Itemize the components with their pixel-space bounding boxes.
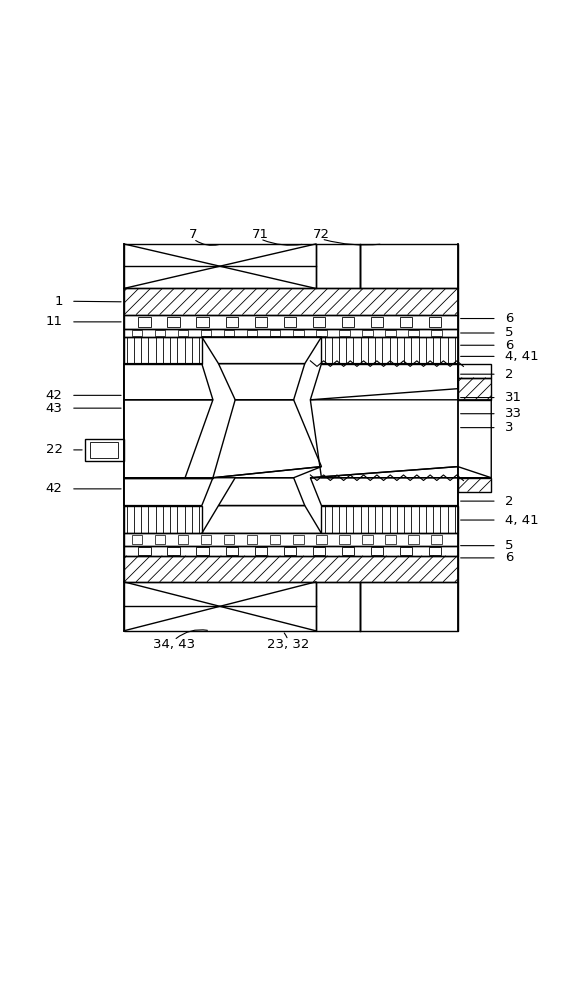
Bar: [371, 547, 383, 555]
Text: 6: 6: [505, 339, 514, 352]
Bar: [321, 506, 458, 533]
Bar: [124, 329, 458, 337]
Bar: [247, 535, 258, 544]
Bar: [385, 330, 396, 336]
Bar: [255, 317, 267, 327]
Bar: [197, 317, 209, 327]
Bar: [400, 547, 412, 555]
Bar: [339, 330, 350, 336]
Bar: [431, 330, 442, 336]
Bar: [124, 546, 458, 556]
Bar: [124, 337, 202, 364]
Bar: [155, 535, 166, 544]
Bar: [270, 330, 280, 336]
Bar: [225, 317, 238, 327]
Bar: [132, 330, 142, 336]
Bar: [247, 330, 258, 336]
Text: 5: 5: [505, 326, 514, 340]
Text: 4, 41: 4, 41: [505, 514, 539, 527]
Text: 1: 1: [54, 295, 63, 308]
Bar: [342, 317, 354, 327]
Bar: [155, 330, 166, 336]
Bar: [400, 317, 412, 327]
Text: 71: 71: [252, 228, 269, 241]
Bar: [371, 317, 383, 327]
Bar: [224, 330, 234, 336]
Bar: [85, 439, 124, 461]
Text: 72: 72: [313, 228, 330, 241]
Text: 31: 31: [505, 391, 522, 404]
Bar: [429, 547, 441, 555]
Text: 7: 7: [189, 228, 198, 241]
Bar: [124, 506, 202, 533]
Bar: [360, 244, 458, 288]
Bar: [360, 582, 458, 631]
Text: 2: 2: [505, 495, 514, 508]
Text: 6: 6: [505, 551, 514, 564]
Text: 3: 3: [505, 421, 514, 434]
Bar: [458, 378, 491, 400]
Bar: [124, 315, 458, 329]
Bar: [201, 535, 211, 544]
Bar: [293, 330, 303, 336]
Text: 6: 6: [505, 312, 514, 325]
Bar: [138, 317, 151, 327]
Bar: [293, 535, 303, 544]
Bar: [124, 582, 316, 631]
Bar: [408, 535, 419, 544]
Bar: [225, 547, 238, 555]
Bar: [224, 535, 234, 544]
Bar: [124, 533, 458, 546]
Bar: [312, 317, 325, 327]
Bar: [167, 547, 180, 555]
Bar: [197, 547, 209, 555]
Bar: [385, 535, 396, 544]
Bar: [321, 337, 458, 364]
Bar: [284, 547, 296, 555]
Bar: [201, 330, 211, 336]
Bar: [429, 317, 441, 327]
Text: 43: 43: [46, 402, 63, 415]
Text: 23, 32: 23, 32: [267, 638, 309, 651]
Bar: [312, 547, 325, 555]
Bar: [255, 547, 267, 555]
Bar: [90, 442, 118, 458]
Text: 4, 41: 4, 41: [505, 350, 539, 363]
Bar: [316, 330, 327, 336]
Bar: [316, 535, 327, 544]
Bar: [316, 582, 360, 631]
Bar: [132, 535, 142, 544]
Text: 11: 11: [46, 315, 63, 328]
Text: 22: 22: [46, 443, 63, 456]
Text: 2: 2: [505, 368, 514, 381]
Bar: [458, 478, 491, 492]
Bar: [178, 330, 188, 336]
Text: 34, 43: 34, 43: [153, 638, 195, 651]
Bar: [167, 317, 180, 327]
Text: 5: 5: [505, 539, 514, 552]
Bar: [270, 535, 280, 544]
Bar: [408, 330, 419, 336]
Bar: [339, 535, 350, 544]
Text: 42: 42: [46, 389, 63, 402]
Bar: [316, 244, 360, 288]
Bar: [124, 288, 458, 315]
Bar: [124, 556, 458, 582]
Bar: [138, 547, 151, 555]
Text: 42: 42: [46, 482, 63, 495]
Bar: [362, 330, 373, 336]
Bar: [284, 317, 296, 327]
Bar: [362, 535, 373, 544]
Bar: [342, 547, 354, 555]
Bar: [458, 364, 491, 378]
Bar: [178, 535, 188, 544]
Bar: [124, 244, 316, 288]
Bar: [431, 535, 442, 544]
Text: 33: 33: [505, 407, 522, 420]
